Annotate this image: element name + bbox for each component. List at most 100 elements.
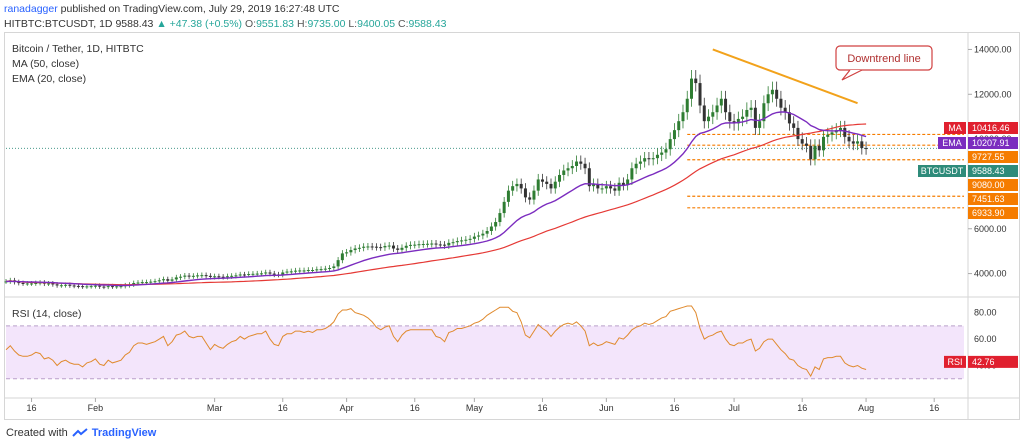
candle-body [72, 285, 76, 287]
candle-body [826, 134, 830, 137]
candle-body [64, 284, 68, 286]
candle-body [323, 268, 327, 270]
publish-header: ranadagger published on TradingView.com,… [4, 2, 446, 32]
candle-body [523, 188, 527, 198]
candle-body [289, 271, 293, 273]
candle-body [643, 158, 647, 162]
tradingview-brand[interactable]: TradingView [91, 427, 157, 439]
candle-body [728, 112, 732, 122]
candle-body [132, 283, 136, 285]
candle-body [498, 213, 502, 223]
candle-body [626, 179, 630, 186]
candle-body [362, 246, 366, 248]
candle-body [234, 275, 238, 277]
candle-body [98, 285, 102, 287]
rsi-band [6, 325, 964, 379]
ema-tag-name-bg [938, 137, 966, 149]
rsi-tag-value-bg [968, 355, 1018, 368]
candle-body [85, 286, 89, 288]
candle-body [455, 241, 459, 243]
candle-body [770, 89, 774, 95]
candle-body [140, 282, 144, 284]
ema20-line [5, 111, 867, 287]
candle-body [707, 116, 711, 122]
open-value: 9551.83 [256, 18, 295, 30]
candle-body [741, 116, 745, 119]
candle-body [21, 283, 25, 284]
candle-body [570, 166, 574, 169]
candle-body [553, 181, 557, 189]
candle-body [485, 231, 489, 234]
candle-body [856, 141, 860, 144]
annotation-pointer [841, 69, 863, 81]
candle-body [408, 244, 412, 246]
candle-body [575, 161, 579, 166]
candle-body [430, 243, 434, 245]
candle-body [4, 281, 8, 283]
candle-body [196, 275, 200, 277]
candle-body [489, 226, 493, 231]
candle-body [860, 141, 864, 149]
candle-body [583, 163, 587, 169]
x-tick-label: 16 [278, 403, 288, 413]
candle-body [655, 154, 659, 159]
candle-body [417, 244, 421, 246]
candle-body [592, 183, 596, 187]
candle-body [511, 186, 515, 191]
candle-body [336, 260, 340, 267]
candle-body [59, 285, 63, 287]
footer: Created with TradingView [6, 427, 156, 439]
level-6933-tag: 6933.90 [972, 208, 1005, 218]
candle-body [681, 112, 685, 122]
candle-body [540, 179, 544, 182]
level-9080-tag-bg [968, 179, 1018, 191]
candle-body [438, 244, 442, 246]
candle-body [562, 170, 566, 175]
candle-body [404, 245, 408, 248]
y-tick-label: 6000.00 [974, 224, 1007, 234]
candle-body [638, 161, 642, 164]
x-tick-label: 16 [537, 403, 547, 413]
candle-body [166, 279, 170, 281]
candle-body [719, 98, 723, 106]
published-text: published on TradingView.com, July 29, 2… [60, 3, 340, 15]
candle-body [779, 98, 783, 108]
candle-body [106, 286, 110, 288]
candle-body [200, 275, 204, 277]
candle-body [672, 130, 676, 140]
candle-body [839, 127, 843, 131]
candle-body [800, 139, 804, 144]
candle-body [298, 270, 302, 272]
candle-body [545, 181, 549, 184]
candle-body [149, 281, 153, 283]
candle-body [451, 242, 455, 244]
candle-body [617, 182, 621, 191]
candle-body [796, 127, 800, 140]
candle-body [558, 174, 562, 182]
candle-body [821, 136, 825, 151]
candle-body [213, 276, 217, 278]
candle-body [328, 267, 332, 269]
author-link[interactable]: ranadagger [4, 3, 58, 15]
ema-tag-value: 10207.91 [972, 138, 1010, 148]
high-value: 9735.00 [307, 18, 346, 30]
candle-body [677, 121, 681, 131]
x-tick-label: Jun [599, 403, 614, 413]
candle-body [119, 286, 123, 288]
rsi-line [5, 305, 867, 378]
candle-body [724, 98, 728, 113]
ma-tag-value-bg [968, 122, 1018, 134]
candle-body [477, 235, 481, 237]
candle-body [268, 272, 272, 274]
ma-tag-name-bg [944, 122, 966, 134]
candle-body [621, 182, 625, 186]
candle-body [630, 168, 634, 180]
candle-body [579, 161, 583, 164]
candle-body [651, 158, 655, 160]
candle-body [383, 246, 387, 248]
candle-body [357, 247, 361, 249]
x-tick-label: Apr [340, 403, 354, 413]
rsi-tag-name: RSI [947, 357, 962, 367]
level-7451-tag: 7451.63 [972, 194, 1005, 204]
